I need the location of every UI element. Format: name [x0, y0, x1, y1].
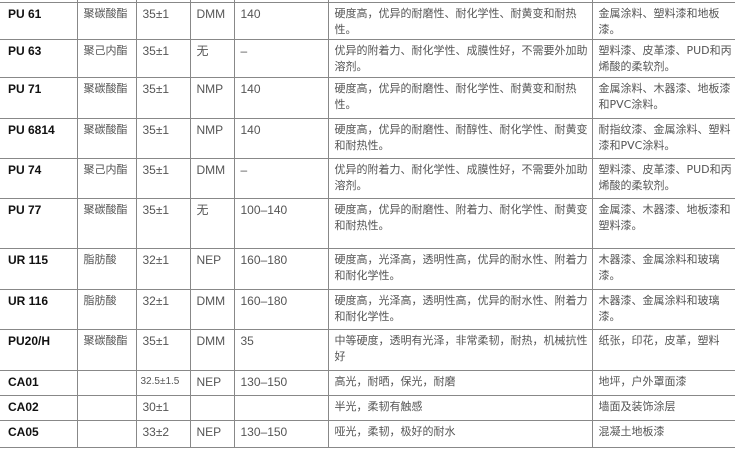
cell-applications: 木器漆、金属涂料和玻璃漆。 [591, 289, 735, 330]
cell-applications: 金属漆、木器漆、地板漆和塑料漆。 [591, 198, 735, 249]
cell-applications: 塑料漆、皮革漆、PUD和丙烯酸的柔软剂。 [591, 39, 735, 78]
table-row: UR 116 脂肪酸 32±1 DMM 160–180 硬度高，光泽高，透明性高，优异的耐… [0, 289, 735, 330]
cell-features: 硬度高，优异的耐磨性、耐化学性、耐黄变和耐热性。 [327, 2, 592, 40]
cell-type: 脂肪酸 [76, 289, 136, 330]
cell-applications: 金属涂料、木器漆、地板漆和PVC涂料。 [591, 77, 735, 119]
cell-value: – [233, 158, 328, 199]
table-row: UR 115 脂肪酸 32±1 NEP 160–180 硬度高，光泽高，透明性高，优异的耐… [0, 248, 735, 290]
cell-solid: 35±1 [135, 329, 190, 371]
cell-solid: 35±1 [135, 158, 190, 199]
cell-applications: 木器漆、金属涂料和玻璃漆。 [591, 248, 735, 290]
cell-applications: 耐指纹漆、金属涂料、塑料漆和PVC涂料。 [591, 118, 735, 159]
cell-value: 160–180 [233, 248, 328, 290]
cell-solid: 32±1 [135, 248, 190, 290]
cell-applications: 墙面及装饰涂层 [591, 395, 735, 421]
cell-solid: 35±1 [135, 118, 190, 159]
cell-model: PU 63 [0, 39, 77, 78]
cell-type: 聚己内酯 [76, 158, 136, 199]
cell-solid: 33±2 [135, 420, 190, 448]
table-row: PU 63 聚己内酯 35±1 无 – 优异的附着力、耐化学性、成膜性好，不需要外加助溶剂… [0, 39, 735, 78]
table-row: PU20/H 聚碳酸酯 35±1 DMM 35 中等硬度，透明有光泽，非常柔韧，耐热，机械… [0, 329, 735, 371]
cell-value: 140 [233, 118, 328, 159]
cell-features: 半光，柔韧有触感 [327, 395, 592, 421]
table-row: CA01 32.5±1.5 NEP 130–150 高光，耐晒，保光，耐磨 地坪，户外罩面… [0, 370, 735, 396]
cell-value: 130–150 [233, 370, 328, 396]
cell-type [76, 420, 136, 448]
cell-solid: 32.5±1.5 [135, 370, 190, 396]
cell-type: 脂肪酸 [76, 248, 136, 290]
cell-solvent: NEP [189, 248, 234, 290]
cell-solvent [189, 395, 234, 421]
cell-value: 130–150 [233, 420, 328, 448]
cell-solid: 35±1 [135, 2, 190, 40]
cell-model: PU 6814 [0, 118, 77, 159]
cell-solvent: DMM [189, 158, 234, 199]
cell-value [233, 395, 328, 421]
cell-applications: 塑料漆、皮革漆、PUD和丙烯酸的柔软剂。 [591, 158, 735, 199]
cell-features: 优异的附着力、耐化学性、成膜性好，不需要外加助溶剂。 [327, 158, 592, 199]
cell-type: 聚碳酸酯 [76, 329, 136, 371]
cell-solvent: DMM [189, 2, 234, 40]
cell-solid: 35±1 [135, 198, 190, 249]
table-row-partial [0, 0, 735, 3]
cell-type: 聚碳酸酯 [76, 118, 136, 159]
cell-model: CA05 [0, 420, 77, 448]
cell-type [76, 395, 136, 421]
cell-solvent: NEP [189, 370, 234, 396]
table-row: PU 61 聚碳酸酯 35±1 DMM 140 硬度高，优异的耐磨性、耐化学性、耐黄变和耐… [0, 2, 735, 40]
table-row: PU 71 聚碳酸酯 35±1 NMP 140 硬度高，优异的耐磨性、耐化学性、耐黄变和耐… [0, 77, 735, 119]
cell-value: – [233, 39, 328, 78]
cell-model: PU 71 [0, 77, 77, 119]
cell-features: 硬度高，优异的耐磨性、附着力、耐化学性、耐黄变和耐热性。 [327, 198, 592, 249]
cell-applications: 纸张，印花，皮革，塑料 [591, 329, 735, 371]
table-row: PU 6814 聚碳酸酯 35±1 NMP 140 硬度高，优异的耐磨性、耐醇性、耐化学性… [0, 118, 735, 159]
cell-value: 35 [233, 329, 328, 371]
cell-solvent: DMM [189, 329, 234, 371]
table-row: CA02 30±1 半光，柔韧有触感 墙面及装饰涂层 [0, 395, 735, 421]
cell-solid: 32±1 [135, 289, 190, 330]
cell-features: 硬度高，优异的耐磨性、耐化学性、耐黄变和耐热性。 [327, 77, 592, 119]
cell-type: 聚碳酸酯 [76, 77, 136, 119]
cell-solvent: NEP [189, 420, 234, 448]
cell-model: CA02 [0, 395, 77, 421]
cell-solid: 30±1 [135, 395, 190, 421]
cell-model: PU 74 [0, 158, 77, 199]
cell-solvent: DMM [189, 289, 234, 330]
cell-model: UR 115 [0, 248, 77, 290]
cell-features: 优异的附着力、耐化学性、成膜性好，不需要外加助溶剂。 [327, 39, 592, 78]
cell-solvent: 无 [189, 198, 234, 249]
cell-applications: 混凝土地板漆 [591, 420, 735, 448]
cell-type: 聚己内酯 [76, 39, 136, 78]
cell-features: 中等硬度，透明有光泽，非常柔韧，耐热，机械抗性好 [327, 329, 592, 371]
cell-model: PU 61 [0, 2, 77, 40]
cell-solid: 35±1 [135, 39, 190, 78]
table-row: PU 74 聚己内酯 35±1 DMM – 优异的附着力、耐化学性、成膜性好，不需要外加助… [0, 158, 735, 199]
cell-value: 100–140 [233, 198, 328, 249]
cell-solvent: 无 [189, 39, 234, 78]
cell-type: 聚碳酸酯 [76, 2, 136, 40]
cell-model: PU20/H [0, 329, 77, 371]
cell-type [76, 370, 136, 396]
cell-features: 硬度高，优异的耐磨性、耐醇性、耐化学性、耐黄变和耐热性。 [327, 118, 592, 159]
cell-features: 硬度高，光泽高，透明性高，优异的耐水性、附着力和耐化学性。 [327, 248, 592, 290]
cell-solid: 35±1 [135, 77, 190, 119]
cell-model: PU 77 [0, 198, 77, 249]
cell-features: 高光，耐晒，保光，耐磨 [327, 370, 592, 396]
table-row: PU 77 聚碳酸酯 35±1 无 100–140 硬度高，优异的耐磨性、附着力、耐化学性… [0, 198, 735, 249]
cell-model: CA01 [0, 370, 77, 396]
cell-applications: 地坪，户外罩面漆 [591, 370, 735, 396]
cell-solvent: NMP [189, 118, 234, 159]
cell-solvent: NMP [189, 77, 234, 119]
cell-value: 140 [233, 77, 328, 119]
table-row: CA05 33±2 NEP 130–150 哑光，柔韧，极好的耐水 混凝土地板漆 [0, 420, 735, 448]
cell-features: 硬度高，光泽高，透明性高，优异的耐水性、附着力和耐化学性。 [327, 289, 592, 330]
product-table: PU 61 聚碳酸酯 35±1 DMM 140 硬度高，优异的耐磨性、耐化学性、耐黄变和耐… [0, 0, 735, 448]
cell-features: 哑光，柔韧，极好的耐水 [327, 420, 592, 448]
cell-applications: 金属涂料、塑料漆和地板漆。 [591, 2, 735, 40]
cell-value: 160–180 [233, 289, 328, 330]
cell-type: 聚碳酸酯 [76, 198, 136, 249]
cell-model: UR 116 [0, 289, 77, 330]
cell-value: 140 [233, 2, 328, 40]
